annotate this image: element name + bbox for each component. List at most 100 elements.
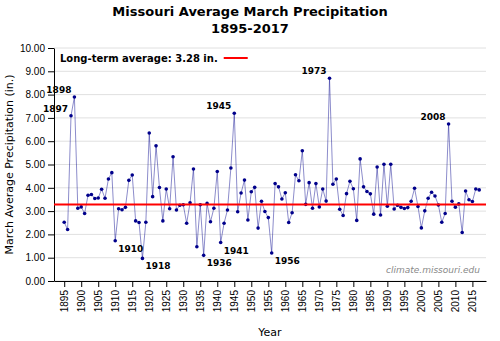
average-label: Long-term average: 3.28 in. [60, 53, 218, 64]
x-tick-mark [421, 281, 422, 287]
grid-line [54, 187, 486, 188]
y-axis-title: March Average Precipitation (in.) [3, 74, 16, 254]
x-tick-mark [387, 281, 388, 287]
data-point [107, 177, 111, 181]
data-point [93, 197, 97, 201]
data-point [379, 213, 383, 217]
x-tick: 2005 [433, 281, 444, 312]
data-point [124, 206, 128, 210]
x-tick-mark [455, 281, 456, 287]
y-axis-line [54, 49, 55, 282]
x-tick-label: 1975 [331, 290, 342, 313]
x-tick: 1950 [246, 281, 257, 312]
data-point [423, 209, 427, 213]
x-tick-label: 1945 [229, 290, 240, 313]
point-annotation: 1941 [224, 246, 249, 256]
data-point [161, 219, 165, 223]
y-tick-label: 0.00 [26, 276, 46, 287]
x-tick-label: 1925 [161, 290, 172, 313]
x-tick: 1995 [399, 281, 410, 312]
data-point [331, 183, 335, 187]
data-point [175, 208, 179, 212]
x-tick-label: 2005 [433, 290, 444, 313]
y-tick-label: 1.00 [26, 252, 46, 263]
point-annotation: 1910 [118, 244, 143, 254]
x-tick: 1970 [314, 281, 325, 312]
data-point [420, 226, 424, 230]
data-point [280, 197, 284, 201]
data-point [171, 155, 175, 159]
data-point [372, 212, 376, 216]
watermark: climate.missouri.edu [386, 265, 480, 275]
y-tick-mark [48, 258, 54, 259]
data-point [270, 251, 274, 255]
data-point [355, 219, 359, 223]
y-tick-mark [48, 234, 54, 235]
x-tick: 2010 [450, 281, 461, 312]
x-tick: 1960 [280, 281, 291, 312]
data-point [243, 178, 247, 182]
data-point [158, 186, 162, 190]
y-tick-label: 9.00 [26, 66, 46, 77]
data-point [256, 226, 260, 230]
data-point [168, 207, 172, 211]
data-point [467, 198, 471, 202]
x-tick-label: 2010 [450, 290, 461, 313]
grid-line [54, 141, 486, 142]
data-point [239, 191, 243, 195]
x-tick-mark [149, 281, 150, 287]
x-tick: 1900 [76, 281, 87, 312]
data-point [76, 207, 80, 211]
grid-line [54, 281, 486, 282]
point-annotation: 1918 [145, 261, 170, 271]
x-tick-mark [166, 281, 167, 287]
x-axis-title: Year [257, 326, 282, 339]
point-annotation: 1973 [301, 66, 326, 76]
data-point [236, 210, 240, 214]
data-point [246, 218, 250, 222]
data-point [301, 149, 305, 153]
data-point [164, 187, 168, 191]
x-tick-label: 1960 [280, 290, 291, 313]
data-point [321, 187, 325, 191]
x-tick: 1920 [144, 281, 155, 312]
x-tick-label: 1980 [348, 290, 359, 313]
x-tick-label: 1915 [127, 290, 138, 313]
x-tick-label: 1995 [399, 290, 410, 313]
data-point [474, 187, 478, 191]
x-tick-label: 1900 [76, 290, 87, 313]
data-point [409, 200, 413, 204]
data-point [460, 231, 464, 235]
x-tick: 1930 [178, 281, 189, 312]
y-tick-label: 2.00 [26, 229, 46, 240]
y-tick-mark [48, 281, 54, 282]
x-tick-label: 1930 [178, 290, 189, 313]
data-point [413, 186, 417, 190]
y-tick-mark [48, 165, 54, 166]
data-point [62, 220, 66, 224]
x-tick-label: 1940 [212, 290, 223, 313]
data-point [311, 207, 315, 211]
x-tick-mark [285, 281, 286, 287]
x-tick-mark [64, 281, 65, 287]
x-tick-mark [404, 281, 405, 287]
x-tick: 1980 [348, 281, 359, 312]
data-point [345, 192, 349, 196]
data-point [117, 207, 121, 211]
grid-line [54, 48, 486, 49]
x-tick: 1895 [59, 281, 70, 312]
data-point [229, 166, 233, 170]
x-tick-label: 1990 [382, 290, 393, 313]
x-tick: 1965 [297, 281, 308, 312]
x-tick: 2000 [416, 281, 427, 312]
data-point [120, 208, 124, 212]
data-point [433, 194, 437, 198]
y-tick-label: 4.00 [26, 183, 46, 194]
data-point [113, 239, 117, 243]
data-point [443, 212, 447, 216]
y-tick-mark [48, 71, 54, 72]
data-point [375, 165, 379, 169]
y-tick: 5.00 [26, 159, 54, 170]
data-point [318, 205, 322, 209]
grid-line [54, 71, 486, 72]
